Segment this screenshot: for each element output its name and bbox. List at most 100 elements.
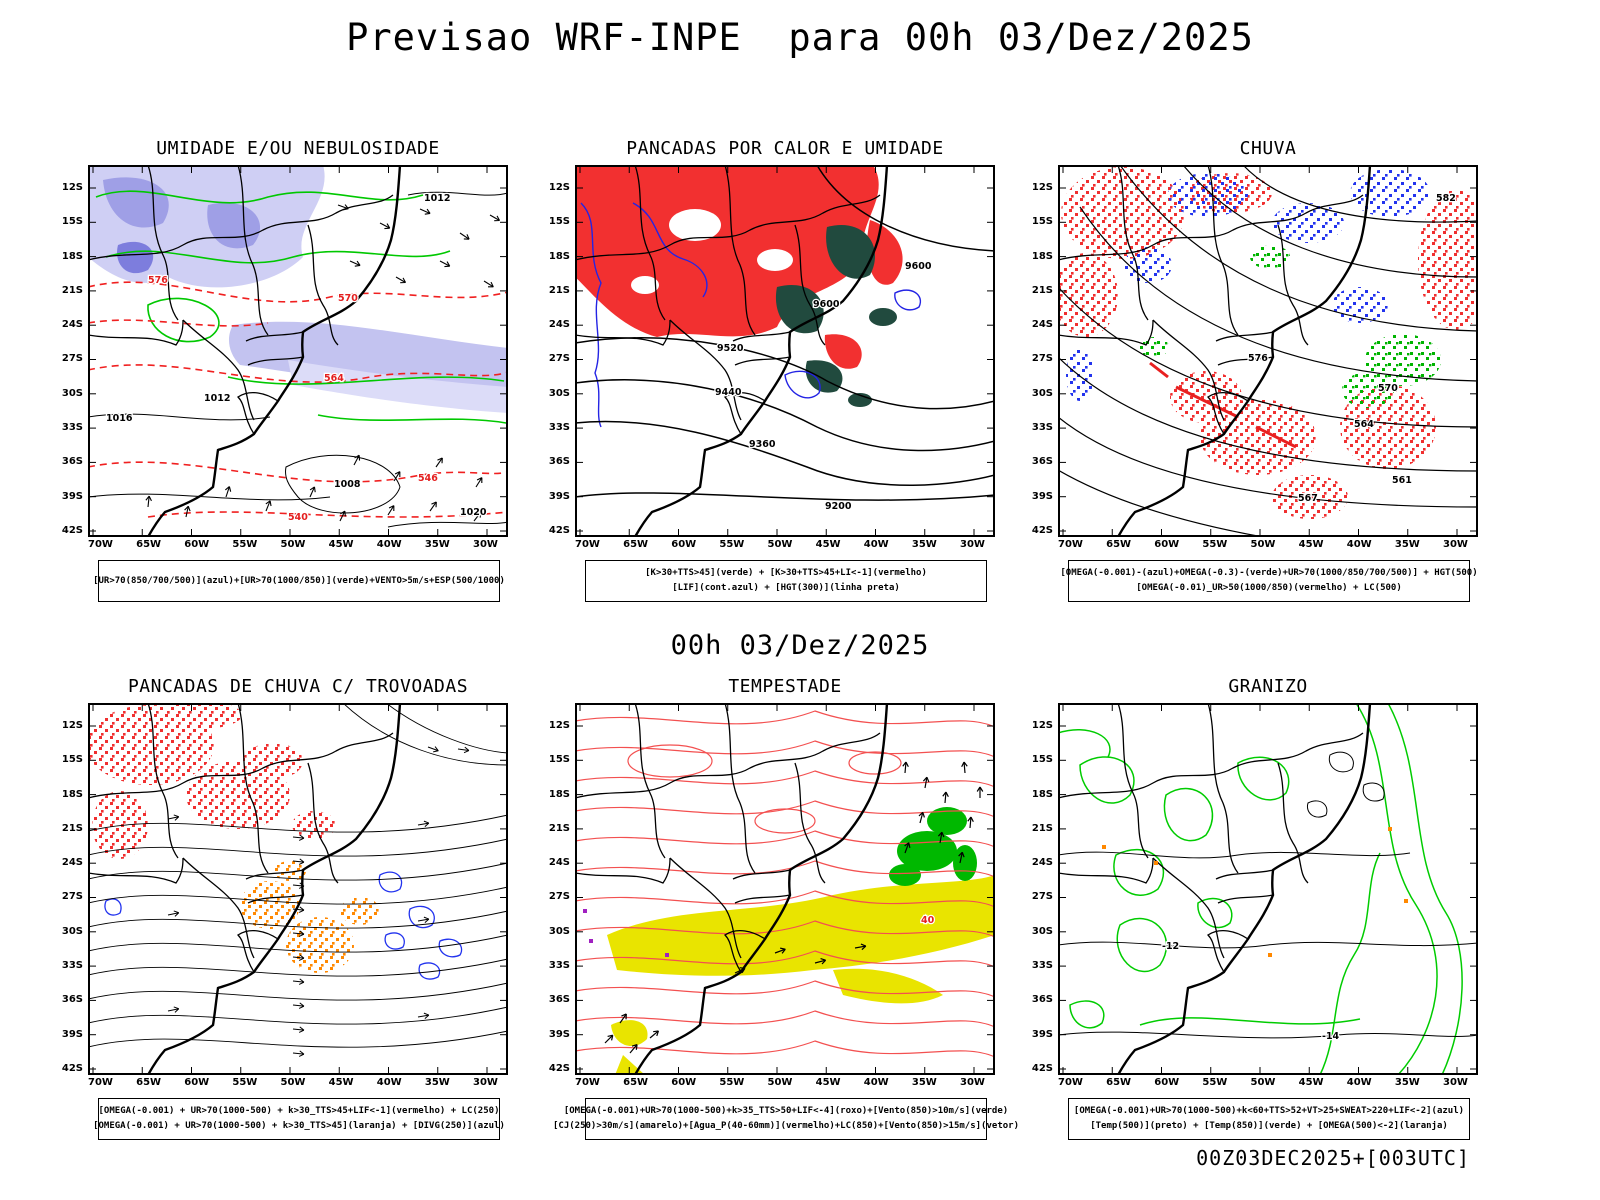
contour-label: 1016 <box>106 413 133 424</box>
contour-label: 40 <box>921 915 935 926</box>
legend-box: [OMEGA(-0.001)-(azul)+OMEGA(-0.3)-(verde… <box>1060 560 1478 602</box>
tick-label: 60W <box>184 539 210 550</box>
cloud-free-holes <box>631 209 793 294</box>
tick-label: 30W <box>1443 539 1468 550</box>
panel-granizo: GRANIZO 12S 15S 18S 21S 24S 27S 30S 33S 36S 39S 42… <box>1022 676 1482 1140</box>
tick-label: 70W <box>88 1077 113 1088</box>
tick-label: 12S <box>61 720 83 731</box>
tick-label: 21S <box>1031 284 1053 296</box>
tick-label: 65W <box>1106 1077 1132 1088</box>
streamlines <box>88 703 508 1048</box>
contour-label: 564 <box>1354 419 1374 430</box>
panel-pancadas-calor-umidade: PANCADAS POR CALOR E UMIDADE 12S 15S 18S 21… <box>539 138 999 602</box>
tick-label: 24S <box>548 857 570 869</box>
contour-label: 1012 <box>204 393 230 404</box>
storm-red-speckles <box>88 703 336 859</box>
tick-label: 21S <box>548 284 570 296</box>
tick-label: 50W <box>280 1077 306 1088</box>
legend-line: [OMEGA(-0.001)-(azul)+OMEGA(-0.3)-(verde… <box>1060 568 1478 578</box>
tick-label: 30S <box>61 387 83 399</box>
tick-label: 40W <box>863 539 889 550</box>
tick-label: 21S <box>61 284 83 296</box>
tick-label: 70W <box>575 1077 600 1088</box>
tick-label: 30W <box>1443 1077 1468 1088</box>
tick-label: 39S <box>1031 1028 1053 1040</box>
legend-line: [OMEGA(-0.01)_UR>50(1000/850)(vermelho) … <box>1136 583 1402 593</box>
contour-label: 9440 <box>715 387 742 398</box>
tick-label: 60W <box>184 1077 210 1088</box>
tick-label: 36S <box>61 456 83 468</box>
tick-label: 39S <box>61 490 83 502</box>
panel-title: TEMPESTADE <box>728 676 842 697</box>
panel-title: UMIDADE E/OU NEBULOSIDADE <box>156 138 440 159</box>
footer-run-stamp: 00Z03DEC2025+[003UTC] <box>1196 1146 1470 1170</box>
wind850-green-fill <box>889 807 977 886</box>
tick-label: 40W <box>376 539 402 550</box>
legend-line: [UR>70(850/700/500)](azul)+[UR>70(1000/8… <box>93 575 505 586</box>
panel-tempestade: TEMPESTADE 12S 15S 18S 21S 24S 27S 30S 33S 36S 39… <box>539 676 1019 1140</box>
tick-label: 45W <box>328 1077 354 1088</box>
tick-label: 15S <box>548 754 570 766</box>
lon-axis: 70W 65W 60W 55W 50W 45W 40W 35W 30W <box>575 1077 999 1088</box>
contour-label: 9520 <box>717 343 744 354</box>
tick-label: 33S <box>548 960 570 972</box>
tick-label: 30W <box>473 1077 498 1088</box>
tick-label: 18S <box>1031 788 1053 800</box>
legend-line: [OMEGA(-0.001)+UR>70(1000-500)+k<60+TTS>… <box>1073 1106 1465 1116</box>
rain-green-speckles <box>1139 245 1441 408</box>
tick-label: 39S <box>548 1028 570 1040</box>
tick-label: 21S <box>1031 822 1053 834</box>
tick-label: 36S <box>548 994 570 1006</box>
tick-label: 30W <box>473 539 498 550</box>
divergence-blue-contours <box>104 871 463 980</box>
tick-label: 60W <box>1154 539 1180 550</box>
tick-label: 36S <box>61 994 83 1006</box>
contour-label: 1008 <box>334 479 361 490</box>
tick-label: 70W <box>1058 539 1083 550</box>
tick-label: 70W <box>1058 1077 1083 1088</box>
contour-label: 582 <box>1436 193 1456 204</box>
temp850-green-contours <box>1058 703 1463 1075</box>
contour-label: 9600 <box>905 261 932 272</box>
legend-box: [UR>70(850/700/500)](azul)+[UR>70(1000/8… <box>93 560 505 602</box>
tick-label: 30S <box>1031 387 1053 399</box>
omega-orange-marks <box>1102 827 1408 957</box>
tick-label: 12S <box>548 720 570 731</box>
coastline <box>1116 703 1372 1075</box>
tick-label: 35W <box>424 539 450 550</box>
frame-ticks <box>1060 167 1476 535</box>
tick-label: 33S <box>61 422 83 434</box>
center-timestamp: 00h 03/Dez/2025 <box>670 630 930 661</box>
tick-label: 55W <box>719 539 745 550</box>
tick-label: 45W <box>815 1077 841 1088</box>
legend-line: [OMEGA(-0.001)+UR>70(1000-500)+k>35_TTS>… <box>563 1106 1009 1116</box>
tick-label: 65W <box>136 539 162 550</box>
lc850-red-contours <box>575 710 995 1058</box>
tick-label: 35W <box>424 1077 450 1088</box>
contour-label: 540 <box>288 512 308 523</box>
tick-label: 15S <box>61 216 83 228</box>
tick-label: 12S <box>548 182 570 193</box>
frame-ticks <box>90 167 506 535</box>
tick-label: 35W <box>911 1077 937 1088</box>
panel-pancadas-trovoadas: PANCADAS DE CHUVA C/ TROVOADAS 12S 15S 18S… <box>52 676 512 1140</box>
tick-label: 65W <box>1106 539 1132 550</box>
green-humidity-contours <box>95 190 507 424</box>
tick-label: 50W <box>280 539 306 550</box>
legend-box: [OMEGA(-0.001) + UR>70(1000-500) + k>30_… <box>93 1098 505 1140</box>
temp500-black-contours <box>1058 751 1478 1039</box>
tick-label: 24S <box>61 857 83 869</box>
tick-label: 55W <box>719 1077 745 1088</box>
tick-label: 35W <box>1394 1077 1420 1088</box>
tick-label: 18S <box>61 788 83 800</box>
tick-label: 36S <box>1031 994 1053 1006</box>
tick-label: 60W <box>1154 1077 1180 1088</box>
purple-severity-marks <box>583 909 669 957</box>
map-chuva: 582 576 570 564 561 567 <box>1058 165 1478 537</box>
tick-label: 45W <box>1298 1077 1324 1088</box>
contour-label: 9200 <box>825 501 852 512</box>
contour-label: 546 <box>418 473 438 484</box>
legend-box: [K>30+TTS>45](verde) + [K>30+TTS>45+LI<-… <box>585 560 987 602</box>
panel-umidade-nebulosidade: UMIDADE E/OU NEBULOSIDADE 12S 15S 18S 21S 24… <box>52 138 512 602</box>
contour-label: 1020 <box>460 507 487 518</box>
